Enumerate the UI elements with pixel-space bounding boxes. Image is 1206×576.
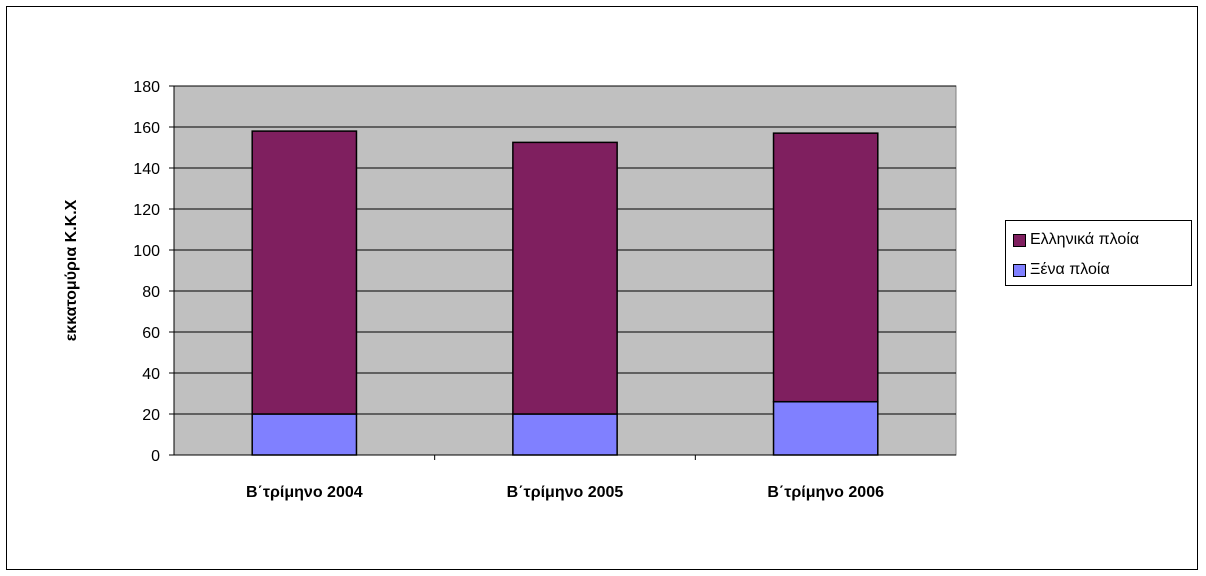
y-tick-label: 0 — [151, 448, 160, 465]
legend-item-greek-ships: Ελληνικά πλοία — [1013, 230, 1139, 250]
y-tick-label: 60 — [142, 325, 160, 342]
y-tick-label: 120 — [133, 202, 160, 219]
legend-swatch-greek-ships — [1013, 233, 1026, 247]
y-tick-label: 140 — [133, 161, 160, 178]
y-tick-label: 180 — [133, 79, 160, 96]
y-tick-label: 80 — [142, 284, 160, 301]
legend-label-greek-ships: Ελληνικά πλοία — [1030, 231, 1140, 248]
x-tick-label: Β΄τρίμηνο 2005 — [507, 484, 624, 501]
bar-segment-foreign-2 — [772, 400, 879, 456]
y-axis-title: εκκατομύρια Κ.Κ.Χ — [63, 199, 80, 341]
legend: Ελληνικά πλοία Ξένα πλοία — [1005, 220, 1192, 286]
bar-segment-foreign-1 — [512, 413, 618, 456]
legend-item-foreign-ships: Ξένα πλοία — [1013, 260, 1110, 280]
x-tick-labels: Β΄τρίμηνο 2004 Β΄τρίμηνο 2005 Β΄τρίμηνο 20… — [246, 484, 884, 501]
x-tick-label: Β΄τρίμηνο 2004 — [246, 484, 363, 501]
y-tick-labels: 0 20 40 60 80 100 120 140 160 180 — [133, 79, 160, 465]
bar-segment-foreign-0 — [251, 413, 358, 456]
bar-segment-greek-0 — [251, 130, 358, 415]
x-tick-label: Β΄τρίμηνο 2006 — [767, 484, 884, 501]
axes — [169, 85, 956, 460]
y-tick-label: 20 — [142, 407, 160, 424]
bar-segment-greek-2 — [772, 132, 879, 403]
y-tick-label: 40 — [142, 366, 160, 383]
bars — [251, 130, 879, 456]
bar-segment-greek-1 — [512, 141, 618, 415]
legend-label-foreign-ships: Ξένα πλοία — [1030, 261, 1110, 278]
y-tick-label: 100 — [133, 243, 160, 260]
y-tick-label: 160 — [133, 120, 160, 137]
legend-swatch-foreign-ships — [1013, 263, 1026, 277]
